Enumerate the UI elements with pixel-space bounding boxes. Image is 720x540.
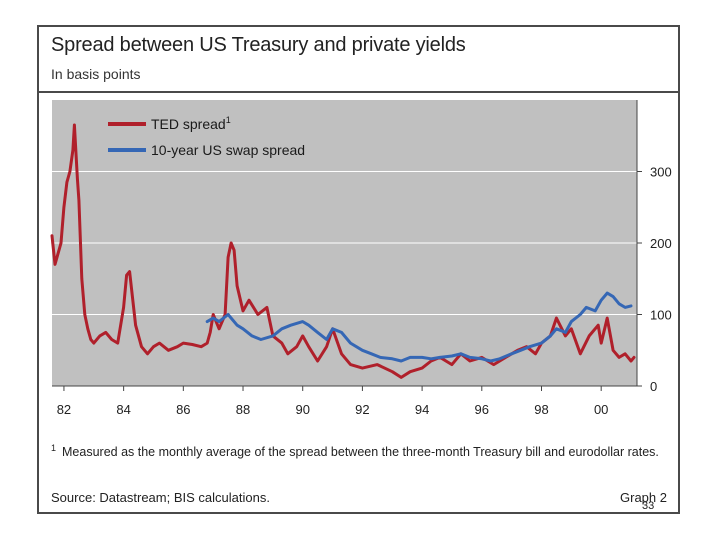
x-axis: 82 84 86 88 90 92 94 96 98 00	[52, 385, 637, 417]
series-line-1	[205, 291, 633, 363]
x-tick-label-1996: 96	[475, 402, 489, 417]
x-tick-label-1994: 94	[415, 402, 429, 417]
x-tick-label-2000: 00	[594, 402, 608, 417]
legend-footnote-marker: 1	[226, 115, 231, 125]
legend-label-1: 10-year US swap spread	[151, 142, 305, 158]
footnote-text: Measured as the monthly average of the s…	[62, 445, 659, 460]
graph-label: Graph 2	[620, 490, 667, 505]
gridlines	[52, 171, 637, 315]
y-tick-label-0: 0	[650, 379, 657, 394]
x-tick-label-1988: 88	[236, 402, 250, 417]
header-divider	[37, 91, 680, 93]
chart-title: Spread between US Treasury and private y…	[51, 34, 466, 56]
x-tick-label-1992: 92	[355, 402, 369, 417]
footnote-marker: 1	[51, 443, 57, 453]
legend: TED spread1 10-year US swap spread	[108, 115, 305, 158]
y-axis: 0 100 200 300	[636, 100, 672, 394]
series-lines	[50, 123, 636, 379]
footnote: 1 Measured as the monthly average of the …	[51, 440, 673, 461]
x-tick-label-1984: 84	[116, 402, 130, 417]
chart-subtitle: In basis points	[51, 66, 141, 82]
x-tick-label-1998: 98	[534, 402, 548, 417]
source-note: Source: Datastream; BIS calculations.	[51, 490, 270, 505]
x-tick-label-1990: 90	[295, 402, 309, 417]
x-tick-label-1982: 82	[57, 402, 71, 417]
legend-label-0: TED spread1	[151, 115, 231, 132]
y-tick-label-200: 200	[650, 236, 672, 251]
x-tick-label-1986: 86	[176, 402, 190, 417]
y-tick-label-300: 300	[650, 165, 672, 180]
y-tick-label-100: 100	[650, 308, 672, 323]
slide-number: 33	[642, 500, 655, 512]
